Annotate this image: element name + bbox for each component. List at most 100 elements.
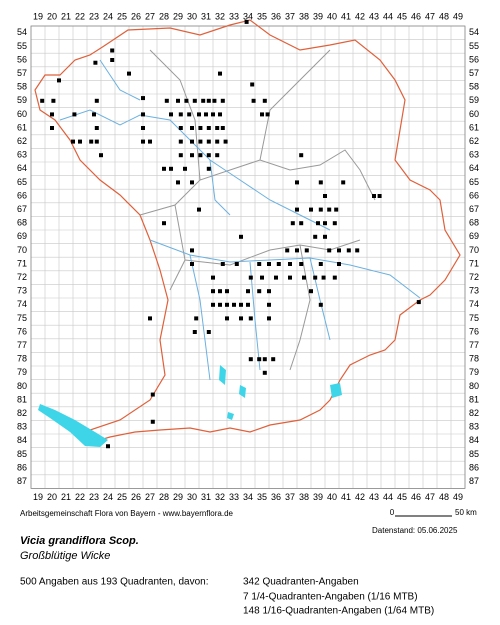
record-dot <box>313 234 318 239</box>
row-label: 66 <box>469 190 479 200</box>
column-label: 20 <box>47 11 57 21</box>
column-label: 29 <box>173 11 183 21</box>
record-dot <box>251 98 256 103</box>
column-label: 44 <box>383 11 393 21</box>
record-dot <box>206 330 211 334</box>
record-dot <box>267 316 271 321</box>
record-dot <box>150 419 155 424</box>
column-label: 20 <box>47 492 57 502</box>
row-label: 80 <box>469 381 479 391</box>
record-dot <box>372 194 376 198</box>
record-dot <box>198 153 203 158</box>
record-dot <box>57 78 61 83</box>
record-dot <box>323 234 327 239</box>
column-label: 46 <box>411 492 421 502</box>
row-label: 56 <box>469 54 479 64</box>
record-dot <box>244 19 249 24</box>
row-label: 69 <box>469 231 479 241</box>
record-dot <box>106 444 110 449</box>
record-dot <box>290 221 295 226</box>
column-label: 37 <box>285 11 295 21</box>
record-dot <box>327 248 332 253</box>
record-dot <box>234 262 239 266</box>
record-dot <box>302 275 306 280</box>
row-label: 58 <box>17 82 27 92</box>
row-label: 84 <box>469 435 479 445</box>
column-label: 23 <box>89 492 99 502</box>
record-dot <box>198 139 203 144</box>
column-label: 35 <box>257 11 267 21</box>
column-label: 22 <box>75 11 85 21</box>
breakdown: 342 Quadranten-Angaben <box>243 577 359 588</box>
record-dot <box>248 357 253 362</box>
record-dot <box>40 98 45 103</box>
record-dot <box>141 126 145 130</box>
column-label: 35 <box>257 492 267 502</box>
row-label: 63 <box>17 150 27 160</box>
record-dot <box>239 302 243 307</box>
record-dot <box>232 302 236 307</box>
column-label: 48 <box>439 11 449 21</box>
record-dot <box>204 112 208 117</box>
column-label: 21 <box>61 492 71 502</box>
record-dot <box>215 153 220 158</box>
record-dot <box>341 180 346 185</box>
row-label: 74 <box>17 299 27 309</box>
column-label: 40 <box>327 11 337 21</box>
record-dot <box>198 126 203 130</box>
column-label: 22 <box>75 492 85 502</box>
column-label: 30 <box>187 11 197 21</box>
column-label: 21 <box>61 11 71 21</box>
record-dot <box>267 289 271 294</box>
record-dot <box>313 275 318 280</box>
record-dot <box>206 126 211 130</box>
record-dot <box>337 262 341 266</box>
record-dot <box>295 248 299 253</box>
row-label: 75 <box>17 313 27 323</box>
column-label: 47 <box>425 11 435 21</box>
record-dot <box>218 112 222 117</box>
column-label: 19 <box>33 11 43 21</box>
record-dot <box>89 139 94 144</box>
row-label: 60 <box>469 109 479 119</box>
row-label: 72 <box>469 272 479 282</box>
record-dot <box>225 302 229 307</box>
breakdown: 7 1/4-Quadranten-Angaben (1/16 MTB) <box>243 592 418 603</box>
record-dot <box>162 221 166 226</box>
record-dot <box>299 221 304 226</box>
record-dot <box>318 180 323 185</box>
record-dot <box>183 166 187 171</box>
row-label: 87 <box>17 476 27 486</box>
record-dot <box>176 180 180 185</box>
record-dot <box>169 112 173 117</box>
row-label: 61 <box>17 122 27 132</box>
column-label: 41 <box>341 492 351 502</box>
column-label: 40 <box>327 492 337 502</box>
record-dot <box>206 153 211 158</box>
record-dot <box>92 112 96 117</box>
record-dot <box>260 112 264 117</box>
records <box>40 19 421 449</box>
row-label: 62 <box>469 136 479 146</box>
record-dot <box>377 194 382 198</box>
record-dot <box>304 248 309 253</box>
row-label: 81 <box>469 394 479 404</box>
row-label: 63 <box>469 150 479 160</box>
column-label: 34 <box>243 11 253 21</box>
row-label: 70 <box>469 245 479 255</box>
row-label: 67 <box>17 204 27 214</box>
row-label: 87 <box>469 476 479 486</box>
record-dot <box>318 262 323 266</box>
column-label: 45 <box>397 492 407 502</box>
column-label: 25 <box>117 11 127 21</box>
record-dot <box>178 112 183 117</box>
column-label: 33 <box>229 492 239 502</box>
record-dot <box>318 302 323 307</box>
row-label: 86 <box>469 462 479 472</box>
record-dot <box>295 180 299 185</box>
record-dot <box>94 139 99 144</box>
record-dot <box>355 248 360 253</box>
rivers <box>59 59 421 381</box>
record-dot <box>78 139 82 144</box>
row-label: 64 <box>469 163 479 173</box>
